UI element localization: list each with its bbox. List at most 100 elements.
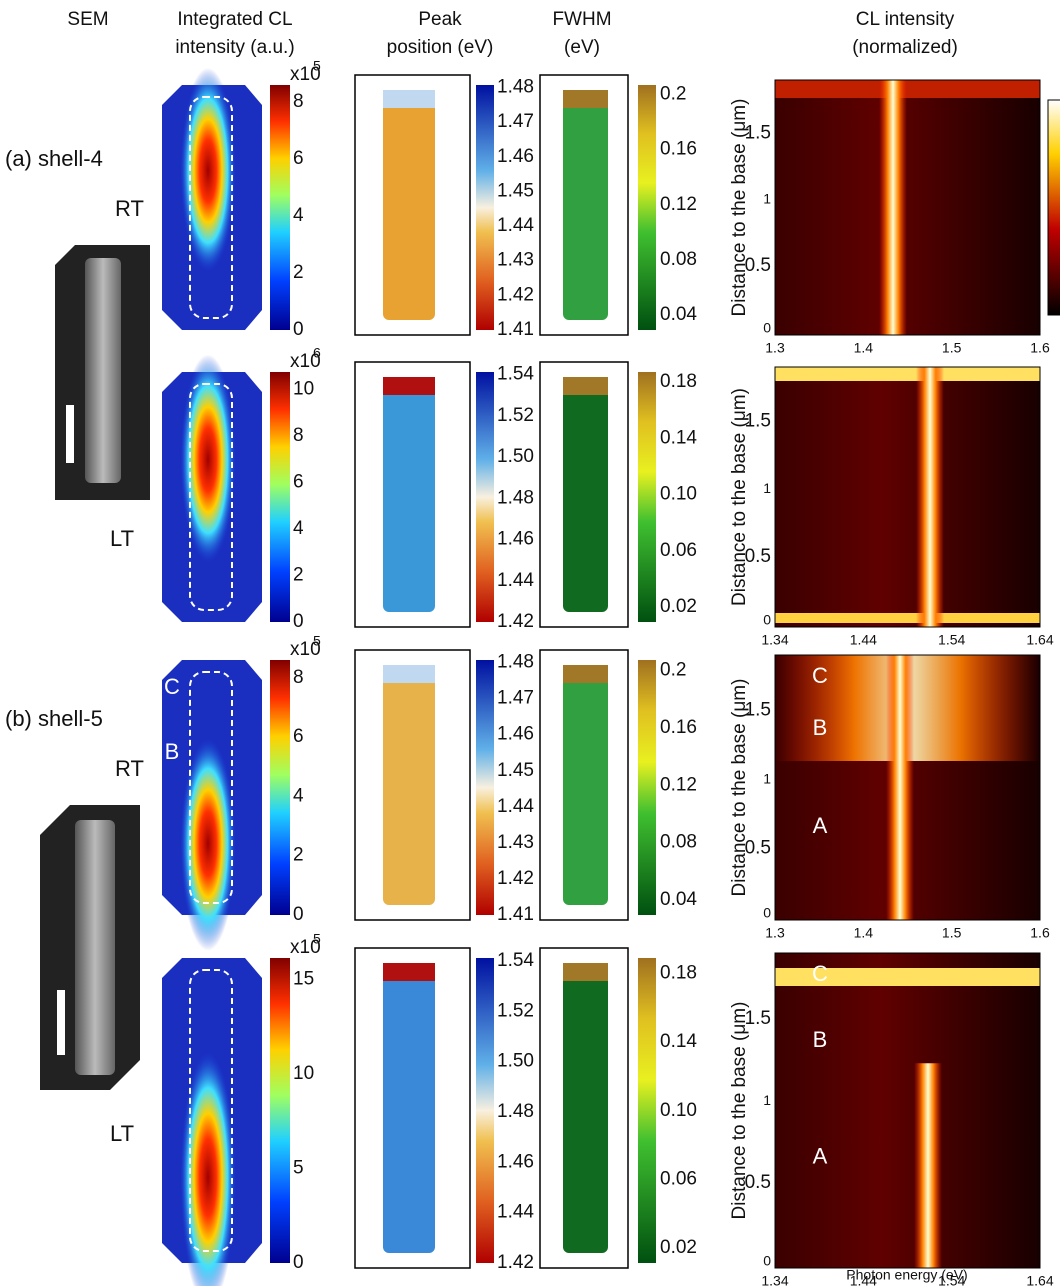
peak-cap: [383, 90, 435, 108]
fwhm-colorbar: [638, 85, 656, 330]
y-tick-label: 1: [763, 191, 771, 207]
colorbar-tick-label: 0.02: [660, 1237, 697, 1258]
spectrum-axes: [774, 952, 1041, 1269]
colorbar-exponent: 6: [313, 345, 321, 361]
column-header: Peak: [418, 9, 462, 30]
x-axis-label: Photon energy (eV): [846, 1267, 967, 1283]
intensity-colorbar: [270, 85, 290, 330]
spectrum-map: [775, 80, 1040, 335]
colorbar-tick-label: 1.52: [497, 1000, 534, 1021]
y-tick-label: 1: [763, 770, 771, 786]
colorbar-tick-label: 1.44: [497, 1202, 534, 1223]
spectrum-line: [879, 80, 907, 335]
colorbar-exponent: x10: [290, 639, 321, 660]
intensity-spot: [180, 736, 236, 951]
y-tick-label: 1.5: [745, 123, 771, 144]
fwhm-cap: [563, 665, 608, 683]
colorbar-tick-label: 5: [293, 1157, 304, 1178]
region-label: C: [812, 663, 828, 688]
fwhm-map: [563, 665, 608, 905]
intensity-colorbar: [270, 958, 290, 1263]
colorbar-exponent: 5: [313, 931, 321, 947]
colorbar-exponent: 5: [313, 58, 321, 74]
colorbar-tick-label: 6: [293, 148, 304, 169]
column-header: (normalized): [852, 37, 958, 58]
spectrum-axes: [774, 79, 1041, 336]
x-tick-label: 1.6: [1030, 340, 1050, 356]
colorbar-tick-label: 0.10: [660, 1100, 697, 1121]
y-tick-label: 1: [763, 1092, 771, 1108]
colorbar-tick-label: 1.48: [497, 487, 534, 508]
x-tick-label: 1.44: [850, 1273, 877, 1286]
colorbar-tick-label: 1.43: [497, 250, 534, 271]
y-tick-label: 0: [763, 905, 771, 921]
colorbar-tick-label: 1.45: [497, 760, 534, 781]
colorbar-tick-label: 1.48: [497, 1101, 534, 1122]
nanowire: [85, 258, 121, 483]
region-label: B: [165, 739, 180, 764]
top-band: [775, 80, 1040, 98]
region-label: A: [813, 813, 828, 838]
peak-cap: [383, 377, 435, 395]
colorbar-tick-label: 1.44: [497, 215, 534, 236]
y-axis-label: Distance to the base (μm): [729, 99, 750, 317]
spectrum-axes: [774, 654, 1041, 921]
wire-outline: [189, 969, 233, 1252]
x-tick-label: 1.54: [938, 632, 965, 648]
colorbar-tick-label: 1.42: [497, 868, 534, 889]
colorbar-tick-label: 1.45: [497, 180, 534, 201]
colorbar-tick-label: 1.41: [497, 319, 534, 340]
x-tick-label: 1.34: [761, 632, 788, 648]
colorbar-tick-label: 0.14: [660, 1031, 697, 1052]
y-tick-label: 0: [763, 1253, 771, 1269]
colorbar-exponent: 5: [313, 633, 321, 649]
y-tick-label: 0.5: [745, 546, 771, 567]
y-tick-label: 1: [763, 480, 771, 496]
colorbar-tick-label: 6: [293, 472, 304, 493]
region-label: B: [813, 715, 828, 740]
colorbar-tick-label: 1.48: [497, 652, 534, 673]
fwhm-cap: [563, 377, 608, 395]
colorbar-tick-label: 1.46: [497, 724, 534, 745]
scale-bar: [66, 405, 74, 463]
colorbar-tick-label: 0: [293, 319, 304, 340]
peak-map: [383, 377, 435, 612]
column-header: intensity (a.u.): [175, 37, 294, 58]
fwhm-colorbar: [638, 958, 656, 1263]
colorbar-tick-label: 1.44: [497, 796, 534, 817]
colorbar-tick-label: 0.06: [660, 540, 697, 561]
fwhm-cap: [563, 90, 608, 108]
colorbar-tick-label: 1.46: [497, 146, 534, 167]
colorbar-tick-label: 2: [293, 262, 304, 283]
colorbar-tick-label: 0.04: [660, 889, 697, 910]
fwhm-map: [563, 963, 608, 1253]
fwhm-map: [563, 90, 608, 320]
colorbar-tick-label: 0.12: [660, 774, 697, 795]
colorbar-tick-label: 1.47: [497, 111, 534, 132]
colorbar-tick-label: 1.50: [497, 446, 534, 467]
column-header: (eV): [564, 37, 600, 58]
intensity-colorbar: [270, 660, 290, 915]
fwhm-map: [563, 377, 608, 612]
colorbar-tick-label: 1.46: [497, 529, 534, 550]
region-label: C: [812, 961, 828, 986]
region-label: B: [813, 1027, 828, 1052]
colorbar-tick-label: 1.48: [497, 76, 534, 97]
colorbar-tick-label: 2: [293, 845, 304, 866]
condition-label: LT: [110, 526, 134, 551]
top-band: [775, 367, 1040, 381]
x-tick-label: 1.34: [761, 1273, 788, 1286]
y-axis-label: Distance to the base (μm): [729, 1002, 750, 1220]
y-tick-label: 0: [763, 612, 771, 628]
x-tick-label: 1.64: [1026, 1273, 1053, 1286]
peak-colorbar: [476, 85, 494, 330]
scale-bar: [57, 990, 65, 1055]
colorbar-tick-label: 4: [293, 518, 304, 539]
colorbar-tick-label: 15: [293, 968, 314, 989]
x-tick-label: 1.4: [854, 340, 874, 356]
colorbar-tick-label: 6: [293, 726, 304, 747]
fwhm-colorbar: [638, 372, 656, 622]
y-axis-label: Distance to the base (μm): [729, 388, 750, 606]
peak-colorbar: [476, 372, 494, 622]
